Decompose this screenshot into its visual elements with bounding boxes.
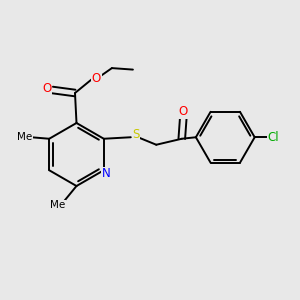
Text: Me: Me: [50, 200, 65, 211]
Text: S: S: [132, 128, 140, 141]
Text: N: N: [102, 167, 111, 180]
Text: O: O: [92, 71, 101, 85]
Text: O: O: [43, 82, 52, 95]
Text: O: O: [179, 105, 188, 118]
Text: Cl: Cl: [268, 131, 279, 144]
Text: Me: Me: [17, 132, 32, 142]
